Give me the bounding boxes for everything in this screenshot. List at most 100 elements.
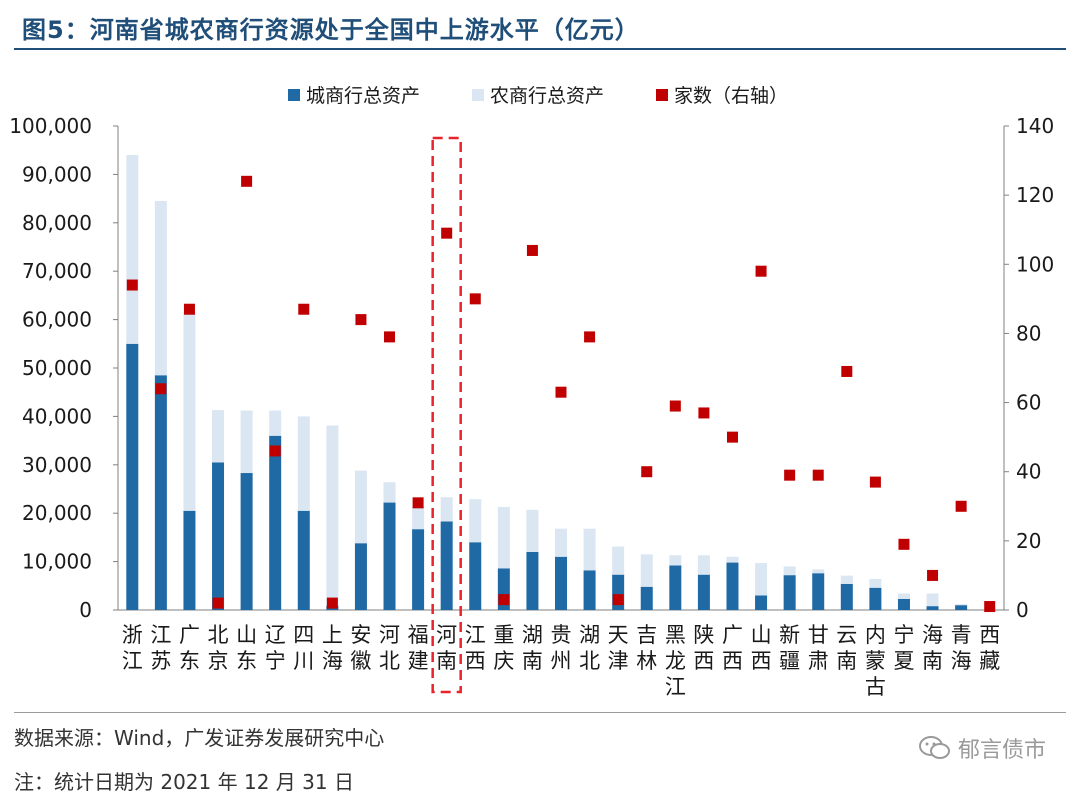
x-tick-label: 北: [579, 649, 600, 673]
bar-city-bank: [640, 586, 653, 610]
x-tick-label: 宁: [265, 649, 286, 673]
x-tick-label: 津: [608, 649, 629, 673]
bar-city-bank: [869, 587, 882, 610]
bar-city-bank: [183, 510, 196, 610]
x-tick-label: 林: [636, 649, 657, 673]
bar-city-bank: [669, 565, 682, 610]
bar-city-bank: [955, 605, 968, 610]
x-tick-label: 海: [322, 649, 343, 673]
y-tick-label-left: 100,000: [9, 114, 92, 138]
bar-rural-bank: [183, 312, 196, 511]
y-tick-label-right: 0: [1016, 598, 1029, 622]
y-tick-label-left: 30,000: [22, 453, 92, 477]
bar-city-bank: [440, 521, 453, 610]
count-marker: [241, 175, 253, 187]
x-tick-label: 河: [379, 623, 400, 647]
bar-city-bank: [783, 575, 796, 610]
legend-item-city-bank: 城商行总资产: [306, 85, 420, 107]
count-marker: [898, 538, 910, 550]
bar-city-bank: [840, 583, 853, 610]
x-tick-label: 云: [836, 623, 857, 647]
bar-rural-bank: [612, 546, 625, 575]
y-tick-label-left: 40,000: [22, 404, 92, 428]
x-tick-label: 江: [150, 623, 171, 647]
bar-rural-bank: [326, 425, 339, 606]
x-tick-label: 宁: [893, 623, 914, 647]
bar-city-bank: [240, 473, 253, 610]
bar-city-bank: [554, 556, 568, 610]
bar-city-bank: [726, 562, 739, 610]
bar-city-bank: [812, 573, 825, 610]
count-marker: [927, 569, 939, 581]
count-marker: [326, 597, 338, 609]
x-tick-label: 上: [322, 623, 343, 647]
bar-city-bank: [154, 375, 167, 610]
x-tick-label: 庆: [493, 649, 514, 673]
x-tick-label: 山: [751, 623, 772, 647]
x-tick-label: 吉: [636, 623, 657, 647]
x-tick-label: 江: [122, 649, 143, 673]
bar-rural-bank: [726, 556, 739, 563]
figure-header: 图5：河南省城农商行资源处于全国中上游水平（亿元）: [14, 4, 1066, 50]
bar-city-bank: [126, 343, 139, 610]
y-tick-label-left: 20,000: [22, 501, 92, 525]
bar-rural-bank: [554, 528, 568, 557]
x-tick-label: 辽: [265, 623, 286, 647]
x-tick-label: 四: [293, 623, 314, 647]
legend-swatch: [472, 89, 484, 101]
x-tick-label: 浙: [122, 623, 143, 647]
bar-rural-bank: [240, 410, 253, 474]
x-tick-label: 海: [922, 623, 943, 647]
count-marker: [641, 466, 653, 478]
bar-rural-bank: [383, 482, 396, 503]
count-marker: [441, 227, 453, 239]
x-tick-label: 疆: [779, 649, 800, 673]
x-tick-label: 西: [722, 649, 743, 673]
count-marker: [412, 497, 424, 509]
bar-city-bank: [755, 595, 768, 610]
x-tick-label: 东: [236, 649, 257, 673]
count-marker: [955, 500, 967, 512]
legend-swatch: [288, 89, 300, 101]
bar-rural-bank: [126, 155, 139, 344]
x-tick-label: 河: [436, 623, 457, 647]
bar-rural-bank: [412, 506, 425, 530]
date-note: 注：统计日期为 2021 年 12 月 31 日: [14, 770, 354, 794]
bar-rural-bank: [154, 201, 167, 376]
x-tick-label: 黑: [665, 623, 686, 647]
bar-rural-bank: [297, 416, 310, 511]
x-tick-label: 天: [608, 623, 629, 647]
bar-rural-bank: [669, 555, 682, 566]
y-tick-label-right: 140: [1016, 114, 1054, 138]
x-tick-label: 南: [436, 649, 457, 673]
count-marker: [498, 594, 510, 606]
x-tick-label: 西: [751, 649, 772, 673]
x-tick-label: 京: [208, 649, 229, 673]
bar-rural-bank: [497, 506, 510, 569]
x-tick-label: 江: [665, 675, 686, 699]
bar-rural-bank: [755, 563, 768, 596]
x-tick-label: 湖: [579, 623, 600, 647]
count-marker: [584, 331, 596, 343]
wechat-icon: [918, 735, 952, 761]
x-tick-label: 安: [350, 623, 371, 647]
count-marker: [984, 601, 996, 613]
bar-rural-bank: [583, 528, 596, 571]
bar-city-bank: [269, 435, 282, 610]
bar-city-bank: [412, 529, 425, 610]
x-tick-label: 贵: [551, 623, 572, 647]
bar-city-bank: [469, 542, 482, 610]
bar-rural-bank: [783, 566, 796, 576]
bar-rural-bank: [440, 497, 453, 522]
count-marker: [269, 445, 281, 457]
y-tick-label-right: 80: [1016, 321, 1041, 345]
figure-title: 图5：河南省城农商行资源处于全国中上游水平（亿元）: [22, 16, 640, 44]
bar-rural-bank: [955, 604, 968, 606]
count-marker: [726, 431, 738, 443]
x-tick-label: 陕: [693, 623, 714, 647]
bar-rural-bank: [926, 593, 939, 607]
x-tick-label: 青: [951, 623, 972, 647]
bar-rural-bank: [354, 470, 367, 544]
bar-city-bank: [897, 598, 910, 610]
